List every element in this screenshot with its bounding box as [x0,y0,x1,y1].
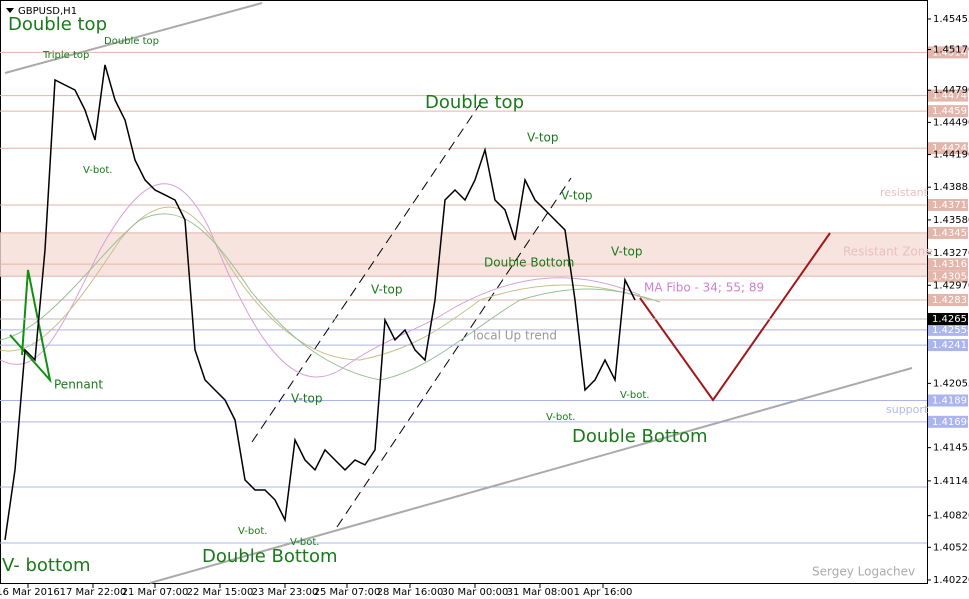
annotation: V- bottom [2,555,91,576]
level-label: 1.43167 [932,259,969,270]
level-label: 1.41696 [932,417,969,428]
level-label: 1.43054 [932,271,969,282]
current-price-bg [928,313,968,326]
annotation: Sergey Logachev [812,565,915,579]
level-label: 1.43459 [932,228,969,239]
y-tick-label: 1.41145 [933,476,969,487]
level-label-bg [928,226,968,239]
moving-average [0,206,651,361]
annotation: V-top [561,189,593,203]
annotation: Double Bottom [484,256,574,270]
y-tick-label: 1.43580 [933,215,969,226]
moving-average [0,213,661,381]
annotation: Resistant Zone [843,245,933,259]
annotation: Triple top [42,50,89,61]
annotation: V-top [611,245,643,259]
level-label-bg [928,105,968,118]
y-tick-label: 1.43885 [933,182,969,193]
level-label-bg [928,258,968,271]
x-tick-label: 30 Mar 00:00 [442,587,509,598]
background-layer [0,46,968,428]
menu-icon[interactable] [6,8,14,13]
level-label-bg [928,339,968,352]
level-label-bg [928,415,968,428]
level-label: 1.42554 [932,325,969,336]
annotation: Double Bottom [202,546,338,567]
level-label: 1.44249 [932,143,969,154]
level-label-bg [928,199,968,212]
resistant-zone [0,232,927,277]
y-tick-label: 1.42970 [933,280,969,291]
chart-title: GBPUSD,H1 [18,6,77,17]
y-tick-label: 1.44490 [933,117,969,128]
trend-line [4,2,263,74]
moving-average [0,183,641,378]
x-tick-label: 17 Mar 22:00 [60,587,127,598]
y-tick-label: 1.40525 [933,542,969,553]
annotation: V-bot. [620,390,649,401]
level-label: 1.42833 [932,295,969,306]
annotation: Double top [8,14,107,35]
annotation: V-top [291,392,323,406]
y-tick-label: 1.44190 [933,150,969,161]
channel-line [336,177,572,528]
channel-line [251,97,485,443]
annotation: resistant [880,186,929,199]
level-label-bg [928,270,968,283]
annotation: Double top [104,36,159,47]
y-tick-label: 1.40820 [933,511,969,522]
annotation: Double top [425,92,524,113]
x-tick-label: 16 Mar 2016 [0,587,60,598]
x-tick-label: 23 Mar 23:00 [252,587,319,598]
level-label: 1.44595 [932,106,969,117]
y-tick-label: 1.44790 [933,85,969,96]
level-label-bg [928,394,968,407]
level-label: 1.45143 [932,47,969,58]
annotation: V-bot. [290,537,319,548]
annotation: MA Fibo - 34; 55; 89 [644,281,764,295]
y-tick-label: 1.40220 [933,575,969,586]
y-tick-label: 1.42055 [933,378,969,389]
annotation: Double Bottom [572,426,708,447]
level-label-bg [928,46,968,59]
y-tick-label: 1.41455 [933,443,969,454]
annotation: V-bot. [238,526,267,537]
y-tick-label: 1.45455 [933,14,969,25]
x-tick-label: 21 Mar 07:00 [122,587,189,598]
x-tick-label: 31 Mar 08:00 [507,587,574,598]
trend-line [149,367,913,584]
level-label: 1.43719 [932,200,969,211]
y-tick-label: 1.45170 [933,45,969,56]
pennant [9,269,52,384]
annotation: support [886,403,929,416]
annotation: V-top [527,131,559,145]
annotation: local Up trend [473,329,557,343]
level-label-bg [928,142,968,155]
x-tick-label: 1 Apr 16:00 [574,587,633,598]
annotation: V-bot. [546,412,575,423]
projection [639,232,831,402]
annotation: Pennant [54,378,103,392]
level-label-bg [928,323,968,336]
plot-frame [0,0,928,584]
level-label-bg [928,89,968,102]
current-price-label: 1.42655 [932,314,969,325]
y-tick-label: 1.43270 [933,248,969,259]
x-tick-label: 22 Mar 15:00 [187,587,254,598]
level-label: 1.42412 [932,340,969,351]
x-tick-label: 25 Mar 07:00 [314,587,381,598]
x-tick-label: 28 Mar 16:00 [377,587,444,598]
price-line [4,64,636,541]
level-label: 1.41895 [932,395,969,406]
annotation: V-bot. [83,165,112,176]
level-label: 1.44740 [932,91,969,102]
annotation: V-top [371,283,403,297]
level-label-bg [928,293,968,306]
